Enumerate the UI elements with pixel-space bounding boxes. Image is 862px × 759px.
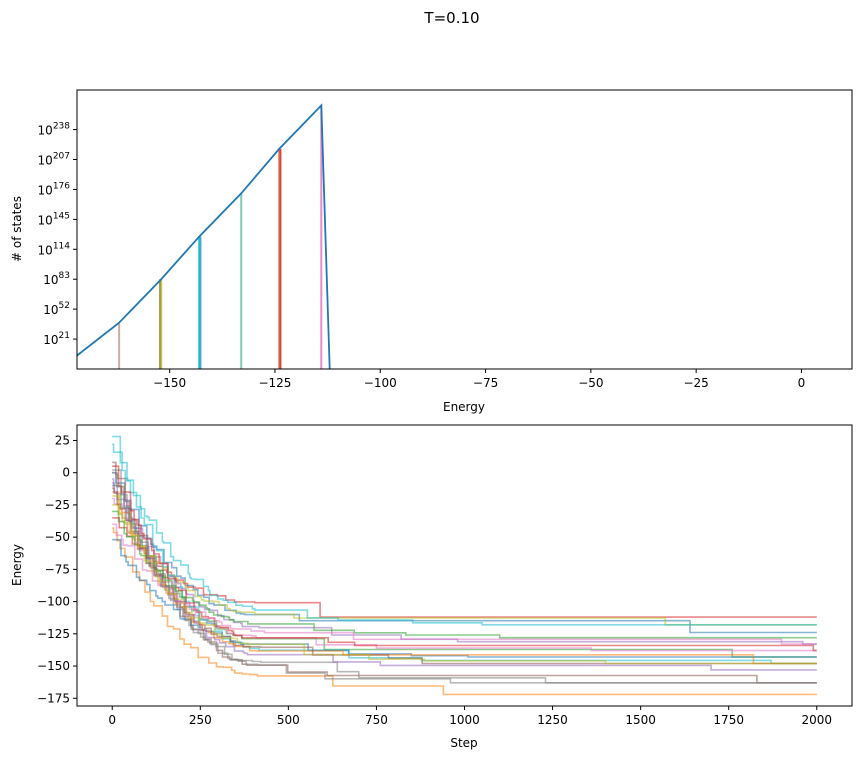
y-tick-label: 10176 <box>38 181 71 197</box>
x-tick-label: 500 <box>277 713 300 727</box>
plot-frame-bottom <box>76 424 853 707</box>
x-tick-label: 0 <box>798 376 806 390</box>
x-tick-label: 1750 <box>713 713 744 727</box>
x-tick-label: −150 <box>153 376 186 390</box>
trajectory-line-run-13 <box>112 510 817 639</box>
y-axis-label-top: # of states <box>10 196 24 262</box>
y-tick-label: 1021 <box>43 331 70 347</box>
trajectory-line-run-17 <box>112 523 817 645</box>
y-tick-label: −75 <box>45 562 70 576</box>
trajectory-line-run-20 <box>112 443 817 626</box>
y-axis-label-bottom: Energy <box>10 544 24 586</box>
x-tick-label: −100 <box>364 376 397 390</box>
x-axis-label-bottom: Step <box>450 736 477 750</box>
plot-frame-top <box>76 89 853 370</box>
x-tick-label: −125 <box>258 376 291 390</box>
density-curve <box>77 103 331 369</box>
y-tick-label: −175 <box>37 691 70 705</box>
y-tick-label: −25 <box>45 498 70 512</box>
density-of-states-plot: −150 −125 −100 −75 −50 −25 0 1021 1052 1083 10114… <box>10 89 853 414</box>
y-tick-label: −150 <box>37 659 70 673</box>
x-tick-label: −25 <box>683 376 708 390</box>
energy-trajectories-plot: 0 250 500 750 1000 1250 1500 1750 2000 250−25−50… <box>10 424 853 750</box>
x-tick-label: −75 <box>473 376 498 390</box>
x-tick-label: 0 <box>108 713 116 727</box>
y-tick-label: 0 <box>62 466 70 480</box>
x-tick-label: 1000 <box>449 713 480 727</box>
trajectory-line-run-19 <box>112 495 817 665</box>
y-tick-label: 1083 <box>43 271 70 287</box>
y-tick-label: 25 <box>55 433 70 447</box>
x-axis-label-top: Energy <box>443 400 485 414</box>
y-tick-label: 1052 <box>43 301 70 317</box>
y-tick-label: 10114 <box>38 241 71 257</box>
y-tick-label: −125 <box>37 627 70 641</box>
x-tick-label: 250 <box>189 713 212 727</box>
y-tick-label: 10145 <box>38 211 70 227</box>
x-tick-label: −50 <box>578 376 603 390</box>
y-tick-label: 10238 <box>38 122 71 138</box>
y-tick-label: −100 <box>37 595 70 609</box>
plot-area-top <box>77 90 852 369</box>
plot-area-bottom <box>77 425 852 706</box>
y-tick-label: 10207 <box>38 152 70 168</box>
x-tick-label: 750 <box>365 713 388 727</box>
y-tick-label: −50 <box>45 530 70 544</box>
x-tick-label: 2000 <box>801 713 832 727</box>
figure-suptitle: T=0.10 <box>423 9 479 27</box>
x-tick-label: 1500 <box>625 713 656 727</box>
trajectory-line-run-18 <box>112 471 817 684</box>
x-tick-label: 1250 <box>537 713 568 727</box>
trajectory-line-run-2 <box>112 527 817 696</box>
